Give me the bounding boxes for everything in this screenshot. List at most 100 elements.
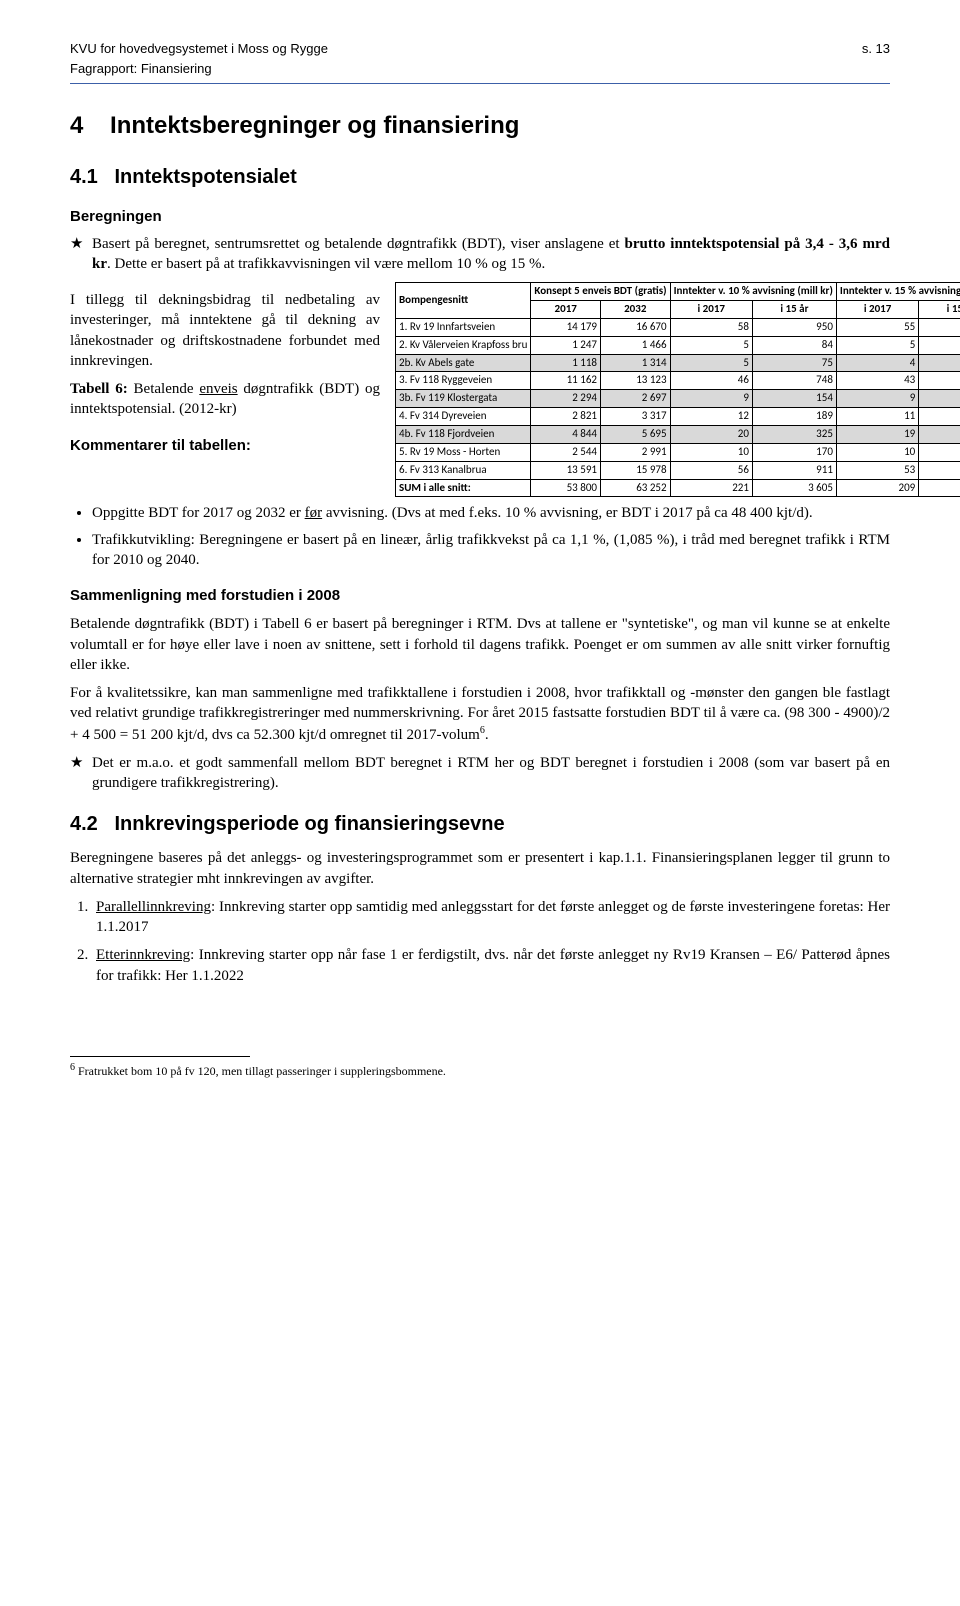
star-item-1: ★ Basert på beregnet, sentrumsrettet og …	[70, 234, 890, 275]
sum-d: 3 605	[752, 479, 836, 497]
samm-p1: Betalende døgntrafikk (BDT) i Tabell 6 e…	[70, 614, 890, 675]
table-cell: 5. Rv 19 Moss - Horten	[396, 443, 531, 461]
strategy-1: Parallellinnkreving: Innkreving starter …	[92, 897, 890, 938]
p42-intro: Beregningene baseres på det anleggs- og …	[70, 848, 890, 889]
ol1-lead: Parallellinnkreving	[96, 899, 211, 915]
table-cell: 170	[752, 443, 836, 461]
th-i15b: i 15 år	[919, 301, 960, 319]
sum-a: 53 800	[531, 479, 601, 497]
table-cell: 860	[919, 461, 960, 479]
table-row: 2b. Kv Abels gate1 1181 314575471	[396, 354, 960, 372]
table-cell: 11 162	[531, 372, 601, 390]
sum-b: 63 252	[600, 479, 670, 497]
table-cell: 4. Fv 314 Dyreveien	[396, 408, 531, 426]
th-bomp: Bompengesnitt	[396, 283, 531, 319]
table-cell: 13 123	[600, 372, 670, 390]
star-icon: ★	[70, 753, 92, 794]
table-row: 6. Fv 313 Kanalbrua13 59115 978569115386…	[396, 461, 960, 479]
tabell6-caption: Tabell 6: Betalende enveis døgntrafikk (…	[70, 379, 380, 420]
tabell6-lead: Tabell 6:	[70, 381, 128, 397]
ol1-rest: : Innkreving starter opp samtidig med an…	[96, 899, 890, 935]
h2b-num: 4.2	[70, 813, 98, 835]
table-cell: 1. Rv 19 Innfartsveien	[396, 318, 531, 336]
table-cell: 43	[836, 372, 918, 390]
footnote-text: Fratrukket bom 10 på fv 120, men tillagt…	[75, 1064, 446, 1078]
table-cell: 9	[836, 390, 918, 408]
table-cell: 13 591	[531, 461, 601, 479]
th-i2017b: i 2017	[836, 301, 918, 319]
table-cell: 2 697	[600, 390, 670, 408]
table-cell: 16 670	[600, 318, 670, 336]
section-4-1-heading: 4.1 Inntektspotensialet	[70, 164, 890, 191]
comment-2: Trafikkutvikling: Beregningene er basert…	[92, 530, 890, 571]
table-cell: 2 544	[531, 443, 601, 461]
table-cell: 1 118	[531, 354, 601, 372]
sammenligning-title: Sammenligning med forstudien i 2008	[70, 586, 890, 606]
table-cell: 161	[919, 443, 960, 461]
sum-c: 221	[670, 479, 752, 497]
table-cell: 154	[752, 390, 836, 408]
h1-num: 4	[70, 112, 83, 139]
table-row: 1. Rv 19 Innfartsveien14 17916 670589505…	[396, 318, 960, 336]
h2a-text: Inntektspotensialet	[114, 166, 296, 188]
table-cell: 10	[836, 443, 918, 461]
table-cell: 307	[919, 425, 960, 443]
table-row: 4b. Fv 118 Fjordveien4 8445 695203251930…	[396, 425, 960, 443]
header-left: KVU for hovedvegsystemet i Moss og Rygge	[70, 40, 328, 58]
comment-1: Oppgitte BDT for 2017 og 2032 er før avv…	[92, 503, 890, 523]
star-icon: ★	[70, 234, 92, 275]
strategy-2: Etterinnkreving: Innkreving starter opp …	[92, 945, 890, 986]
table-cell: 1 466	[600, 336, 670, 354]
table-6: Bompengesnitt Konsept 5 enveis BDT (grat…	[395, 282, 960, 497]
table-cell: 15 978	[600, 461, 670, 479]
sum-label: SUM i alle snitt:	[396, 479, 531, 497]
table-cell: 179	[919, 408, 960, 426]
section-4-heading: 4 Inntektsberegninger og finansiering	[70, 110, 890, 142]
header-right: s. 13	[862, 40, 890, 58]
table-cell: 5	[670, 354, 752, 372]
table-cell: 58	[670, 318, 752, 336]
table-cell: 325	[752, 425, 836, 443]
table-cell: 1 247	[531, 336, 601, 354]
star-item-2: ★ Det er m.a.o. et godt sammenfall mello…	[70, 753, 890, 794]
table-cell: 11	[836, 408, 918, 426]
star-1-text: Basert på beregnet, sentrumsrettet og be…	[92, 234, 890, 275]
th-i10: Inntekter v. 10 % avvisning (mill kr)	[670, 283, 836, 301]
table-cell: 46	[670, 372, 752, 390]
table-row: 5. Rv 19 Moss - Horten2 5442 99110170101…	[396, 443, 960, 461]
samm-p2b: .	[485, 727, 489, 743]
table-cell: 19	[836, 425, 918, 443]
table-cell: 2 821	[531, 408, 601, 426]
table-cell: 53	[836, 461, 918, 479]
table-cell: 145	[919, 390, 960, 408]
table-cell: 12	[670, 408, 752, 426]
table-cell: 84	[752, 336, 836, 354]
table-cell: 5	[670, 336, 752, 354]
table-cell: 2b. Kv Abels gate	[396, 354, 531, 372]
table-row: 2. Kv Vålerveien Krapfoss bru1 2471 4665…	[396, 336, 960, 354]
th-i15a: i 15 år	[752, 301, 836, 319]
table-cell: 950	[752, 318, 836, 336]
table-cell: 55	[836, 318, 918, 336]
left-para-1: I tillegg til dekningsbidrag til nedbeta…	[70, 290, 380, 371]
table-cell: 5 695	[600, 425, 670, 443]
table-cell: 9	[670, 390, 752, 408]
table-cell: 189	[752, 408, 836, 426]
comment-list: Oppgitte BDT for 2017 og 2032 er før avv…	[92, 503, 890, 570]
table-cell: 75	[752, 354, 836, 372]
table-cell: 3b. Fv 119 Klostergata	[396, 390, 531, 408]
footnote-rule	[70, 1056, 250, 1057]
table-cell: 748	[752, 372, 836, 390]
header-rule	[70, 83, 890, 84]
table-row: 3. Fv 118 Ryggeveien11 16213 12346748437…	[396, 372, 960, 390]
footnote-6: 6 Fratrukket bom 10 på fv 120, men tilla…	[70, 1061, 890, 1079]
table-cell: 6. Fv 313 Kanalbrua	[396, 461, 531, 479]
ol2-rest: : Innkreving starter opp når fase 1 er f…	[96, 947, 890, 983]
ol2-lead: Etterinnkreving	[96, 947, 190, 963]
star-2-text: Det er m.a.o. et godt sammenfall mellom …	[92, 753, 890, 794]
th-i2017a: i 2017	[670, 301, 752, 319]
table-cell: 79	[919, 336, 960, 354]
h2a-num: 4.1	[70, 166, 98, 188]
table-cell: 5	[836, 336, 918, 354]
table-cell: 2 991	[600, 443, 670, 461]
